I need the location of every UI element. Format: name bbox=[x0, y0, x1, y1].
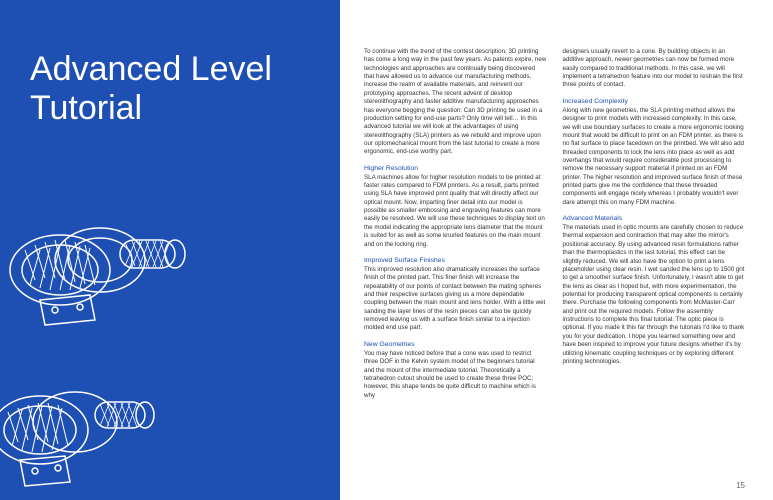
subhead-advanced-materials: Advanced Materials bbox=[563, 215, 746, 222]
text-column-2: designers usually revert to a cone. By b… bbox=[563, 48, 746, 480]
lens-mount-illustration bbox=[0, 160, 340, 500]
paragraph-advanced-materials: The materials used in optic mounts are c… bbox=[563, 224, 746, 366]
text-column-1: To continue with the trend of the contes… bbox=[364, 48, 547, 480]
subhead-increased-complexity: Increased Complexity bbox=[563, 98, 746, 105]
subhead-higher-resolution: Higher Resolution bbox=[364, 165, 547, 172]
paragraph-continuation: designers usually revert to a cone. By b… bbox=[563, 48, 746, 90]
paragraph-higher-resolution: SLA machines allow for higher resolution… bbox=[364, 174, 547, 249]
paragraph-increased-complexity: Along with new geometries, the SLA print… bbox=[563, 107, 746, 207]
right-panel: To continue with the trend of the contes… bbox=[340, 0, 773, 500]
intro-paragraph: To continue with the trend of the contes… bbox=[364, 48, 547, 157]
left-panel: Advanced Level Tutorial bbox=[0, 0, 340, 500]
paragraph-new-geometries: You may have noticed before that a cone … bbox=[364, 350, 547, 400]
page-title: Advanced Level Tutorial bbox=[0, 0, 340, 128]
subhead-new-geometries: New Geometries bbox=[364, 341, 547, 348]
page-number: 15 bbox=[736, 481, 745, 490]
paragraph-surface-finishes: This improved resolution also dramatical… bbox=[364, 266, 547, 333]
subhead-surface-finishes: Improved Surface Finishes bbox=[364, 257, 547, 264]
